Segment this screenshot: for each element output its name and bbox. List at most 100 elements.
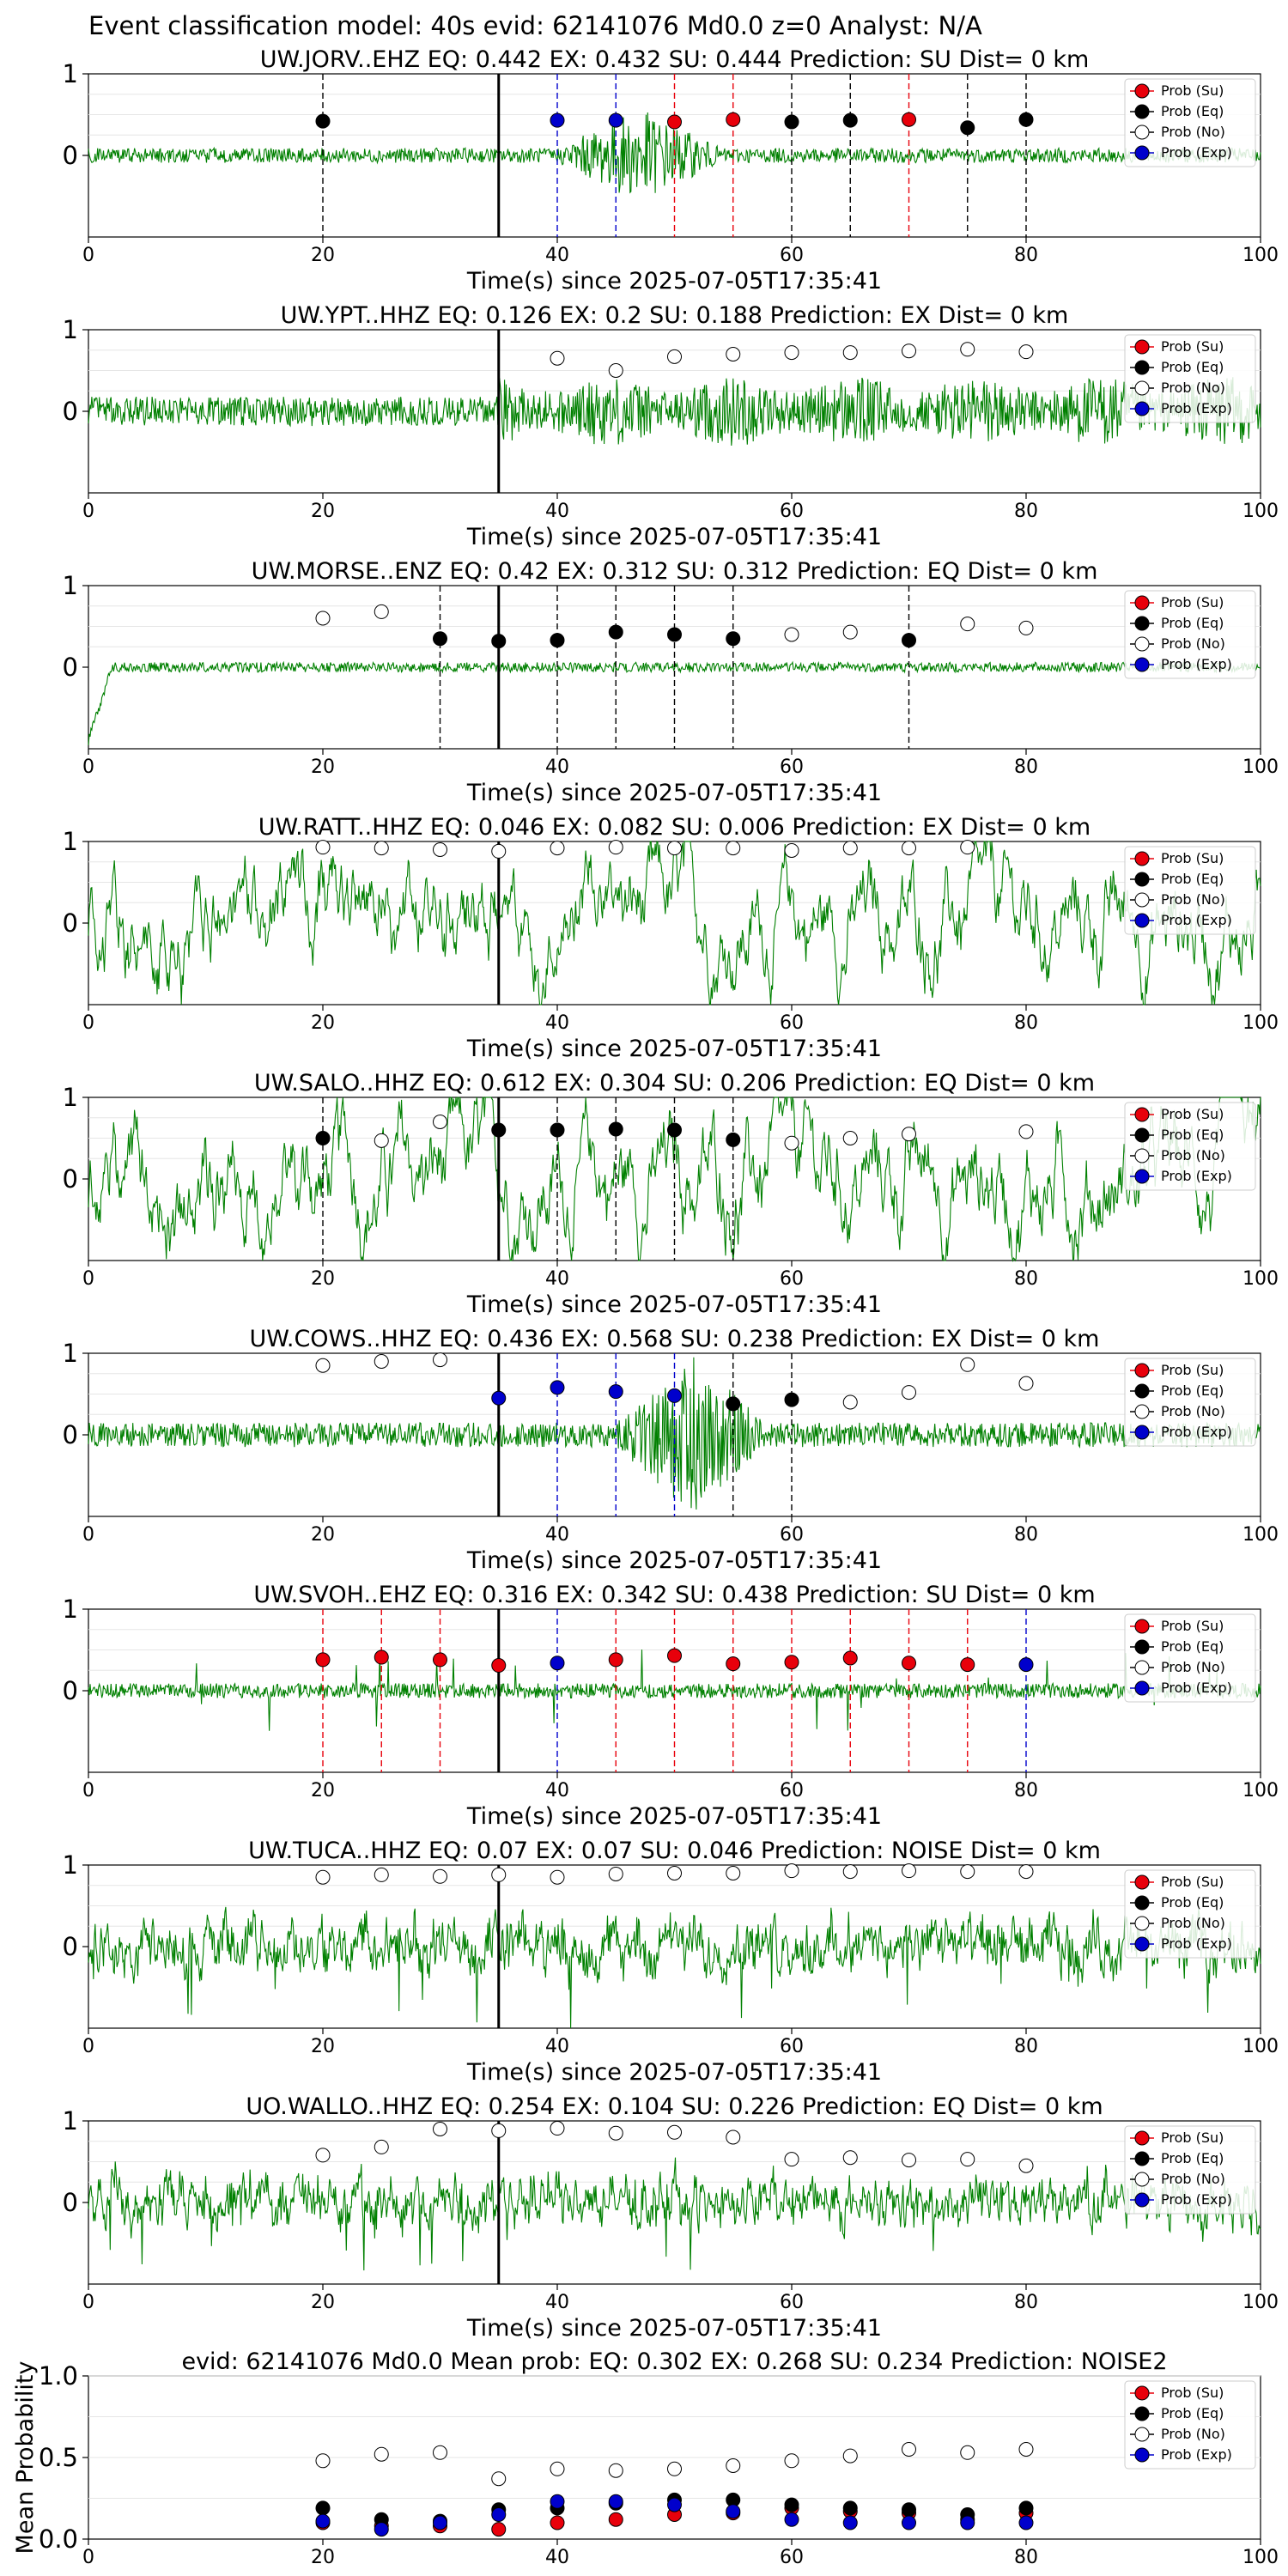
prob-point-no <box>1018 2158 1034 2173</box>
prob-point-su <box>902 112 916 127</box>
prob-point-eq <box>902 633 916 648</box>
prob-point-no <box>550 1869 565 1885</box>
legend-marker-exp <box>1134 1680 1150 1696</box>
legend-marker-no <box>1134 1916 1150 1931</box>
x-tick-label: 0 <box>82 2036 94 2057</box>
y-tick-label: 1 <box>63 59 78 88</box>
prob-point-no <box>667 1866 682 1880</box>
mean-point-no <box>374 2446 389 2462</box>
legend-box <box>1124 2125 1256 2215</box>
x-tick-label: 20 <box>311 2547 335 2568</box>
prob-point-no <box>784 1135 799 1151</box>
waveform-trace <box>88 2157 1261 2271</box>
prob-point-no <box>842 1131 858 1145</box>
x-tick-label: 80 <box>1014 2547 1038 2568</box>
y-tick-label: 1 <box>63 1339 78 1368</box>
mean-point-no <box>842 2448 858 2464</box>
legend-marker-no <box>1134 2427 1150 2442</box>
x-tick-label: 20 <box>311 1524 335 1546</box>
legend-marker-exp <box>1134 1169 1150 1184</box>
legend-marker-su <box>1134 1107 1150 1122</box>
mean-point-no <box>960 2445 975 2460</box>
x-tick-label: 80 <box>1014 2292 1038 2313</box>
x-tick-label: 80 <box>1014 501 1038 522</box>
y-tick-label: 1 <box>63 1850 78 1880</box>
waveform-trace <box>88 840 1261 1005</box>
y-axis-label: Mean Probability <box>12 2361 39 2555</box>
mean-point-eq <box>784 2497 799 2512</box>
x-tick-label: 80 <box>1014 1780 1038 1801</box>
legend-marker-eq <box>1134 1383 1150 1399</box>
x-tick-label: 40 <box>545 1268 569 1290</box>
legend-marker-su <box>1134 1619 1150 1634</box>
prob-point-no <box>315 611 331 626</box>
prob-point-no <box>842 2150 858 2166</box>
legend-box <box>1124 590 1256 679</box>
prob-point-no <box>842 1394 858 1410</box>
panel-title: UW.JORV..EHZ EQ: 0.442 EX: 0.432 SU: 0.4… <box>260 46 1090 73</box>
y-tick-label: 1 <box>63 315 78 344</box>
mean-point-no <box>667 2461 682 2476</box>
legend-marker-su <box>1134 339 1150 355</box>
prob-point-eq <box>667 1122 682 1138</box>
panel-title: UW.TUCA..HHZ EQ: 0.07 EX: 0.07 SU: 0.046… <box>248 1838 1101 1864</box>
legend-label-su: Prob (Su) <box>1161 594 1224 611</box>
legend-marker-su <box>1134 83 1150 99</box>
legend-box <box>1124 334 1256 423</box>
x-tick-label: 40 <box>545 245 569 266</box>
prob-point-no <box>726 2129 741 2145</box>
prob-point-eq <box>491 634 507 649</box>
legend-marker-su <box>1134 851 1150 866</box>
legend-marker-exp <box>1134 1425 1150 1440</box>
waveform-trace <box>88 377 1261 447</box>
panel-1: UW.JORV..EHZ EQ: 0.442 EX: 0.432 SU: 0.4… <box>63 46 1279 295</box>
legend-label-no: Prob (No) <box>1161 124 1225 140</box>
x-tick-label: 60 <box>780 2547 804 2568</box>
legend-marker-exp <box>1134 145 1150 161</box>
prob-point-no <box>550 2121 565 2136</box>
x-tick-label: 100 <box>1242 501 1279 522</box>
legend-label-exp: Prob (Exp) <box>1161 1424 1232 1440</box>
prob-point-no <box>608 363 623 378</box>
mean-point-no <box>491 2471 507 2487</box>
x-tick-label: 100 <box>1242 245 1279 266</box>
prob-point-no <box>667 2124 682 2140</box>
y-tick-label: 0 <box>63 397 78 426</box>
prob-point-no <box>315 1358 331 1373</box>
x-axis-label: Time(s) since 2025-07-05T17:35:41 <box>466 2315 882 2342</box>
x-tick-label: 60 <box>780 1780 804 1801</box>
x-tick-label: 80 <box>1014 1524 1038 1546</box>
mean-point-exp <box>726 2504 741 2519</box>
legend-label-eq: Prob (Eq) <box>1161 359 1224 375</box>
prob-point-no <box>902 2153 916 2168</box>
mean-point-no <box>608 2463 623 2478</box>
legend: Prob (Su) Prob (Eq) Prob (No) Prob (Exp) <box>1124 1358 1256 1447</box>
y-tick-label: 1 <box>63 827 78 856</box>
prob-point-no <box>842 1864 858 1880</box>
prob-point-eq <box>433 631 447 647</box>
legend-marker-exp <box>1134 657 1150 672</box>
x-axis-label: Time(s) since 2025-07-05T17:35:41 <box>466 1291 882 1318</box>
x-tick-label: 100 <box>1242 2547 1279 2568</box>
prob-point-exp <box>491 1390 507 1406</box>
prob-point-su <box>726 112 741 127</box>
legend-box <box>1124 1869 1256 1959</box>
prob-point-no <box>433 2122 447 2136</box>
legend-marker-no <box>1134 1404 1150 1419</box>
x-axis-label: Time(s) since 2025-07-05T17:35:41 <box>466 780 882 806</box>
legend-box <box>1124 1358 1256 1447</box>
legend-label-su: Prob (Su) <box>1161 2129 1224 2146</box>
panel-6: UW.COWS..HHZ EQ: 0.436 EX: 0.568 SU: 0.2… <box>63 1326 1279 1574</box>
prob-point-exp <box>608 112 623 128</box>
x-tick-label: 40 <box>545 2292 569 2313</box>
panel-3: UW.MORSE..ENZ EQ: 0.42 EX: 0.312 SU: 0.3… <box>63 558 1279 806</box>
x-tick-label: 40 <box>545 1524 569 1546</box>
x-tick-label: 60 <box>780 1012 804 1034</box>
prob-point-no <box>374 1354 389 1369</box>
panel-title: UW.RATT..HHZ EQ: 0.046 EX: 0.082 SU: 0.0… <box>258 814 1091 841</box>
y-tick-label: 1.0 <box>39 2361 78 2391</box>
prob-point-no <box>315 2148 331 2163</box>
prob-point-no <box>784 345 799 361</box>
y-tick-label: 0 <box>63 1420 78 1449</box>
x-axis-label: Time(s) since 2025-07-05T17:35:41 <box>466 1036 882 1062</box>
